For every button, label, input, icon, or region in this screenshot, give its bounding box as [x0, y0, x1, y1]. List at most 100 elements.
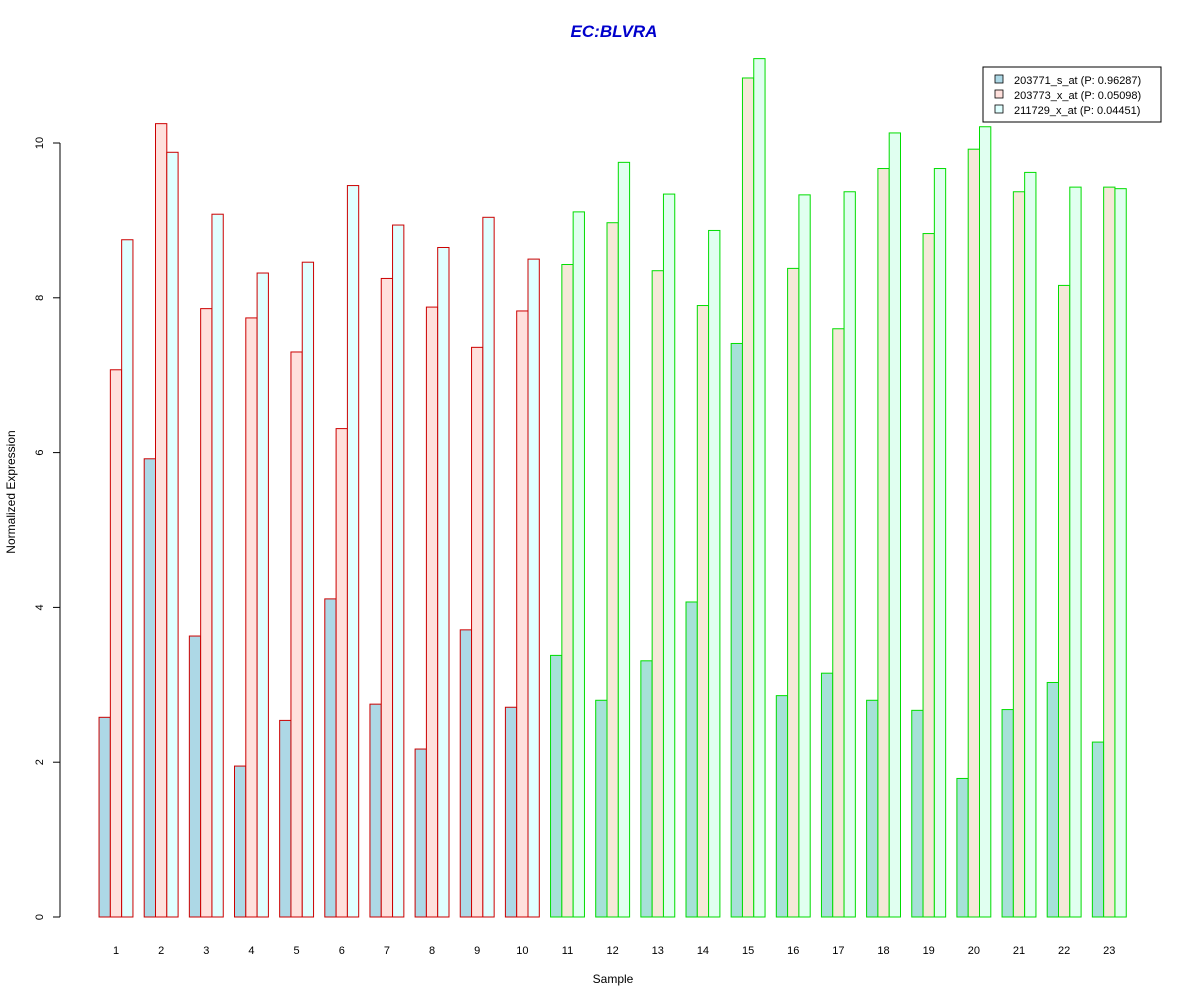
x-tick-label: 19	[923, 945, 935, 957]
bar-sample-12-series-2	[606, 222, 619, 918]
bar-sample-10-series-2	[516, 310, 529, 918]
x-tick-label: 21	[1013, 945, 1025, 957]
x-tick-label: 1	[113, 945, 119, 957]
bar-sample-19-series-3	[933, 168, 947, 918]
bar-sample-22-series-1	[1046, 681, 1059, 918]
bar-sample-13-series-1	[640, 660, 653, 918]
bar-sample-7-series-1	[369, 703, 382, 918]
legend-swatch-3	[994, 104, 1004, 114]
bar-sample-15-series-1	[730, 342, 743, 918]
bar-sample-11-series-3	[572, 211, 585, 918]
x-tick-label: 4	[248, 945, 254, 957]
bar-sample-21-series-2	[1012, 191, 1026, 918]
x-tick-label: 17	[832, 945, 844, 957]
bar-sample-20-series-1	[956, 777, 969, 918]
y-tick-label: 0	[34, 914, 46, 920]
bars-layer	[98, 58, 1127, 918]
x-tick-label: 23	[1103, 945, 1115, 957]
x-tick-label: 13	[652, 945, 664, 957]
bar-sample-4-series-1	[234, 765, 247, 918]
bar-sample-5-series-3	[301, 261, 315, 918]
bar-sample-12-series-3	[617, 161, 631, 918]
x-tick-labels: 1 2 3 4 5 6 7 8 9 10 11 12 13 14 15 16 17 18 19 20 21 22 23	[113, 945, 1115, 957]
bar-sample-17-series-2	[832, 328, 845, 918]
chart-title: EC:BLVRA	[571, 22, 658, 41]
bar-sample-14-series-1	[685, 601, 698, 918]
bar-sample-19-series-1	[911, 709, 924, 918]
bar-sample-11-series-1	[550, 654, 563, 918]
x-tick-label: 14	[697, 945, 709, 957]
bar-sample-6-series-1	[324, 598, 337, 918]
bar-sample-13-series-3	[662, 193, 676, 918]
y-tick-label: 6	[34, 450, 46, 456]
bar-sample-4-series-2	[245, 317, 258, 918]
bar-sample-8-series-3	[437, 246, 450, 918]
x-tick-label: 8	[429, 945, 435, 957]
legend-swatch-2	[994, 89, 1004, 99]
bar-sample-14-series-3	[708, 229, 721, 918]
bar-sample-10-series-1	[504, 706, 518, 918]
bar-sample-9-series-1	[459, 629, 473, 918]
bar-sample-7-series-2	[380, 277, 394, 918]
bar-sample-19-series-2	[922, 233, 935, 918]
bar-sample-17-series-3	[843, 191, 856, 918]
bar-sample-12-series-1	[595, 699, 608, 918]
x-tick-label: 18	[877, 945, 889, 957]
bar-sample-3-series-2	[200, 308, 213, 918]
bar-sample-18-series-2	[877, 168, 890, 918]
bar-sample-21-series-3	[1024, 171, 1037, 918]
bar-sample-5-series-2	[290, 351, 303, 918]
y-axis-label: Normalized Expression	[4, 430, 18, 553]
y-tick-label: 10	[34, 137, 46, 149]
y-tick-label: 4	[34, 604, 46, 610]
bar-sample-8-series-1	[414, 748, 427, 918]
x-tick-label: 10	[516, 945, 528, 957]
bar-sample-20-series-2	[967, 148, 981, 918]
bar-sample-6-series-3	[346, 185, 360, 918]
bar-sample-2-series-1	[143, 458, 156, 918]
bar-sample-22-series-2	[1058, 284, 1071, 918]
bar-sample-16-series-1	[775, 695, 789, 918]
bar-sample-3-series-1	[188, 635, 202, 918]
bar-sample-18-series-1	[866, 699, 879, 918]
bar-sample-8-series-2	[425, 306, 439, 918]
bar-sample-2-series-2	[155, 123, 168, 918]
bar-sample-13-series-2	[651, 270, 664, 918]
x-tick-label: 2	[158, 945, 164, 957]
bar-sample-2-series-3	[166, 151, 179, 918]
x-tick-label: 12	[607, 945, 619, 957]
legend-box	[982, 66, 1162, 123]
legend-label-1: 203771_s_at (P: 0.96287)	[1014, 75, 1141, 87]
x-tick-label: 20	[968, 945, 980, 957]
legend-label-2: 203773_x_at (P: 0.05098)	[1014, 90, 1141, 102]
y-axis: 0 2 4 6 8 10	[34, 137, 61, 920]
legend: 203771_s_at (P: 0.96287) 203773_x_at (P:…	[982, 66, 1162, 123]
bar-sample-6-series-2	[335, 428, 348, 918]
bar-sample-15-series-3	[753, 58, 766, 918]
legend-label-3: 211729_x_at (P: 0.04451)	[1014, 105, 1140, 117]
bar-sample-15-series-2	[741, 77, 755, 918]
x-tick-label: 6	[339, 945, 345, 957]
bar-sample-3-series-3	[211, 213, 224, 918]
x-tick-label: 22	[1058, 945, 1070, 957]
x-tick-label: 15	[742, 945, 754, 957]
bar-sample-18-series-3	[888, 132, 902, 918]
x-tick-label: 9	[474, 945, 480, 957]
bar-sample-14-series-2	[696, 305, 710, 918]
x-axis-label: Sample	[593, 972, 634, 986]
x-tick-label: 16	[787, 945, 799, 957]
bar-sample-9-series-2	[471, 346, 484, 918]
bar-sample-11-series-2	[561, 264, 574, 918]
bar-sample-9-series-3	[482, 216, 495, 918]
bar-sample-1-series-3	[121, 239, 134, 918]
bar-sample-23-series-3	[1114, 188, 1127, 918]
bar-sample-16-series-2	[787, 267, 800, 918]
bar-sample-1-series-2	[109, 369, 123, 918]
bar-sample-4-series-3	[256, 272, 269, 918]
bar-sample-1-series-1	[98, 716, 111, 918]
bar-sample-17-series-1	[820, 672, 834, 918]
x-tick-label: 7	[384, 945, 390, 957]
y-tick-label: 2	[34, 759, 46, 765]
x-tick-label: 3	[203, 945, 209, 957]
